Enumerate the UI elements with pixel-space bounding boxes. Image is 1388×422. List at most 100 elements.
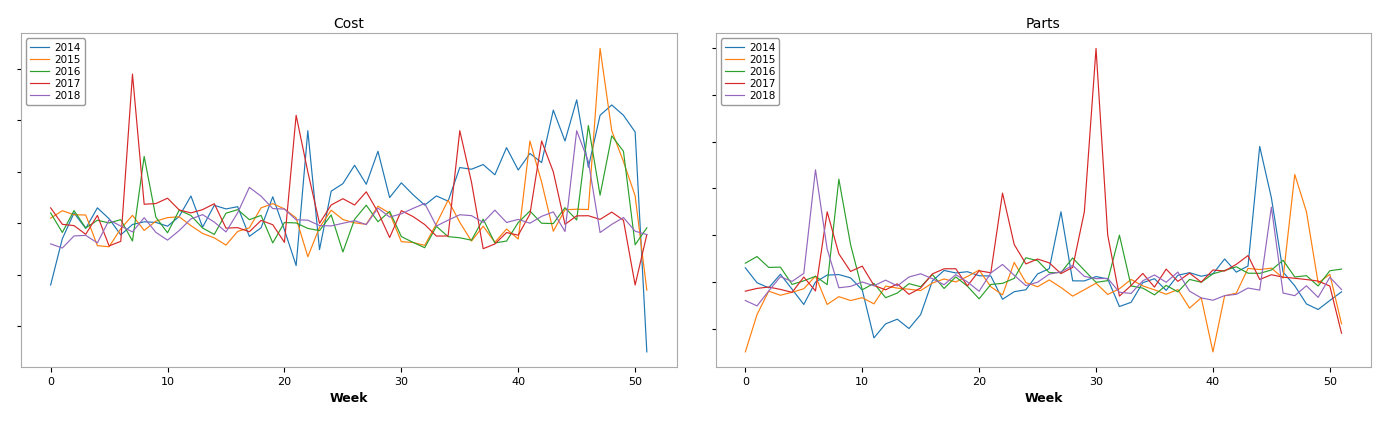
2014 [784,287,801,292]
Line: 2014: 2014 [50,100,647,352]
2015 [323,208,340,213]
2016 [416,245,433,250]
Line: 2018: 2018 [745,170,1342,306]
Line: 2018: 2018 [50,131,647,248]
2017 [416,222,433,227]
2017 [1088,46,1105,51]
2017 [784,290,801,295]
2016 [1146,292,1163,298]
Legend: 2014, 2015, 2016, 2017, 2018: 2014, 2015, 2016, 2017, 2018 [26,38,85,105]
2015 [784,290,801,295]
2016 [42,211,58,216]
2018 [568,128,584,133]
2016 [1334,267,1351,272]
2015 [42,216,58,221]
2017 [1334,331,1351,336]
2014 [89,206,105,211]
Line: 2017: 2017 [50,74,647,285]
2016 [784,282,801,287]
2014 [959,269,976,274]
2016 [440,234,457,239]
2016 [323,212,340,217]
2016 [959,284,976,289]
2018 [42,241,58,246]
2018 [1334,287,1351,292]
2016 [737,261,754,266]
2014 [568,97,584,103]
2017 [627,282,644,287]
2016 [638,225,655,230]
2017 [42,206,58,211]
2014 [323,189,340,194]
2015 [428,221,444,226]
2014 [253,225,269,230]
2018 [1146,273,1163,278]
2017 [948,266,965,271]
Line: 2016: 2016 [50,126,647,252]
2016 [580,123,597,128]
X-axis label: Week: Week [1024,392,1063,406]
2016 [830,176,847,181]
2015 [1123,277,1140,282]
2015 [405,240,422,245]
2017 [737,289,754,294]
2018 [970,289,987,294]
2017 [265,222,282,227]
2014 [42,282,58,287]
2014 [1334,289,1351,295]
Title: Cost: Cost [333,16,364,31]
Line: 2017: 2017 [745,49,1342,333]
2015 [948,279,965,284]
2017 [440,233,457,238]
2015 [89,243,105,248]
2018 [369,206,386,211]
2018 [416,201,433,206]
2014 [1110,304,1127,309]
2017 [1298,277,1314,282]
2016 [1041,270,1058,275]
2016 [369,219,386,224]
Title: Parts: Parts [1026,16,1060,31]
2018 [795,271,812,276]
2018 [101,217,118,222]
2017 [89,213,105,218]
2015 [737,349,754,354]
Legend: 2014, 2015, 2016, 2017, 2018: 2014, 2015, 2016, 2017, 2018 [720,38,780,105]
2014 [1030,271,1047,276]
2015 [253,205,269,210]
Line: 2016: 2016 [745,179,1342,299]
2014 [737,265,754,271]
2016 [253,213,269,218]
Line: 2015: 2015 [745,174,1342,352]
2018 [265,206,282,211]
2018 [808,167,824,172]
2016 [335,249,351,254]
2015 [638,288,655,293]
2014 [1065,278,1081,283]
2015 [591,46,608,51]
2016 [970,296,987,301]
2016 [89,218,105,223]
2015 [1287,172,1303,177]
Line: 2015: 2015 [50,49,647,290]
2015 [1298,209,1314,214]
2016 [1123,284,1140,289]
2014 [866,335,883,341]
2018 [335,221,351,226]
2014 [604,103,620,108]
2018 [638,232,655,237]
2018 [737,298,754,303]
2018 [1123,291,1140,296]
2014 [1134,280,1151,285]
2015 [1099,292,1116,297]
2018 [440,218,457,223]
2017 [124,72,140,77]
2017 [638,232,655,237]
2014 [428,193,444,198]
2018 [1041,272,1058,277]
2017 [335,196,351,201]
2016 [1076,268,1092,273]
2014 [638,349,655,354]
2018 [1076,274,1092,279]
2015 [1017,280,1034,285]
